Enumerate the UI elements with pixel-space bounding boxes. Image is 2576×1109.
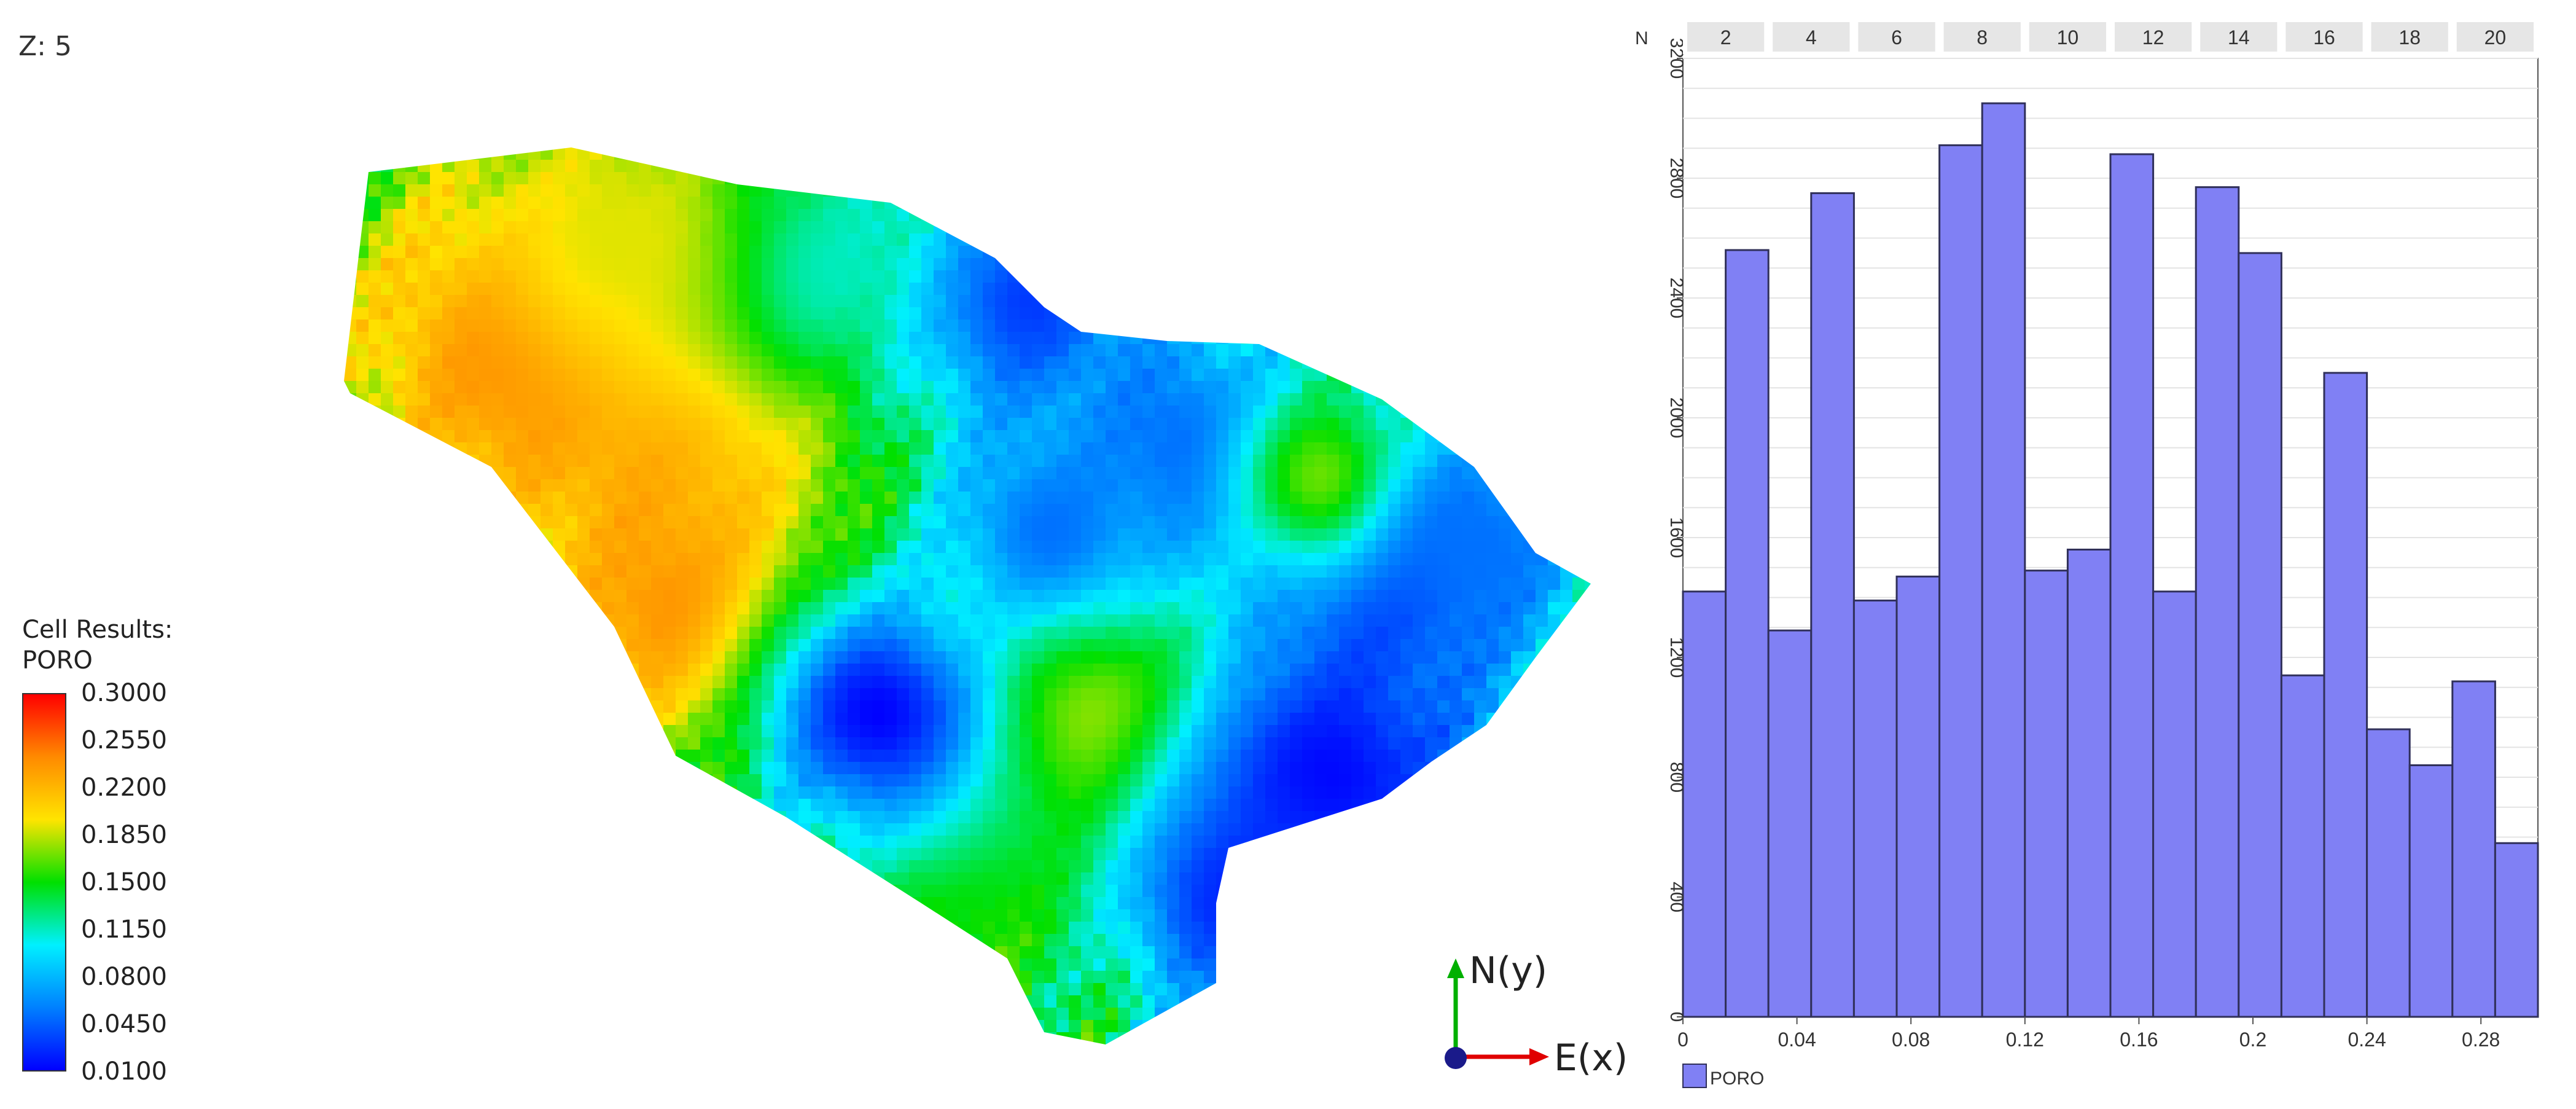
north-arrow-icon [1447,958,1464,978]
histogram-bar [1981,102,2026,1018]
histogram-bar [1725,249,1770,1018]
top-axis-tick-label: 10 [2057,26,2079,49]
top-axis-tick-label: 18 [2398,26,2421,49]
legend-tick-label: 0.0800 [81,963,167,991]
color-legend: Cell Results: PORO 0.3000 0.2550 0.2200 0.1… [22,614,243,1094]
histogram-bar [2280,674,2325,1018]
legend-tick-label: 0.1150 [81,915,167,944]
histogram-bar [1852,599,1898,1018]
histogram-bar [2323,372,2368,1018]
legend-title-line1: Cell Results: [22,616,173,644]
histogram-bar [2195,186,2240,1018]
x-tick-label: 0.16 [2120,1029,2158,1051]
top-axis-tick-label: 4 [1806,26,1817,49]
x-tick-label: 0.28 [2462,1029,2500,1051]
legend-title-line2: PORO [22,646,93,675]
top-axis-tick-label: 14 [2228,26,2250,49]
legend-tick-label: 0.2200 [81,774,167,802]
x-tick-label: 0.08 [1892,1029,1930,1051]
top-axis-tick-bg [1687,22,1765,52]
histogram-bar [2238,252,2282,1018]
histogram-bar [1895,575,1941,1018]
top-axis-tick-bg [1858,22,1935,52]
histogram-bar [2109,153,2155,1018]
histogram-bar [2451,680,2496,1018]
top-axis-tick-bg [2456,22,2534,52]
top-axis-tick-label: 6 [1891,26,1902,49]
legend-tick-label: 0.0100 [81,1057,167,1086]
y-tick-label: 2000 [1666,398,1687,439]
east-arrow-icon [1529,1048,1549,1065]
top-axis-tick-bg [1943,22,2021,52]
x-tick-label: 0.04 [1778,1029,1816,1051]
legend-tick-label: 0.1500 [81,868,167,896]
north-axis-label: N(y) [1469,949,1547,992]
y-tick-label: 2800 [1666,158,1687,199]
top-axis-tick-bg [2114,22,2192,52]
histogram-bar [1810,192,1855,1018]
east-axis-label: E(x) [1554,1037,1628,1080]
legend-tick-label: 0.1850 [81,821,167,849]
y-tick-label: 0 [1666,1012,1687,1022]
top-axis-tick-label: 8 [1977,26,1988,49]
legend-tick-label: 0.2550 [81,726,167,754]
origin-sphere-icon [1445,1047,1467,1069]
porosity-map-view[interactable] [0,0,1658,1109]
histogram-bar [1682,590,1727,1018]
top-axis-tick-bg [2371,22,2448,52]
axis-triad: N(y) E(x) [1445,949,1628,1080]
histogram-bar [1767,629,1813,1018]
top-axis-tick-label: 16 [2313,26,2335,49]
top-axis-tick-label: 12 [2142,26,2164,49]
histogram-bar [1938,144,1983,1018]
legend-tick-label: 0.3000 [81,679,167,707]
histogram-bar [2152,590,2197,1018]
histogram-bar [2366,728,2411,1018]
top-axis-tick-bg [2029,22,2107,52]
y-tick-label: 1200 [1666,637,1687,678]
legend-title: Cell Results: PORO [22,614,243,676]
x-tick-label: 0.2 [2239,1029,2266,1051]
x-tick-label: 0 [1677,1029,1688,1051]
legend-swatch [1682,1064,1707,1088]
porosity-cell-grid [344,147,1591,1044]
legend-tick-label: 0.0450 [81,1010,167,1038]
x-tick-label: 0.12 [2006,1029,2044,1051]
histogram-bar [2066,549,2112,1018]
y-tick-label: 400 [1666,882,1687,912]
histogram-bar [2024,570,2069,1018]
top-axis-tick-bg [2200,22,2277,52]
y-tick-label: 800 [1666,762,1687,793]
y-tick-label: 2400 [1666,278,1687,319]
histogram-bar [2494,842,2539,1018]
z-slice-label: Z: 5 [18,31,72,62]
histogram-bar [2408,764,2454,1018]
y-axis-label: N [1635,28,1649,49]
top-axis-tick-label: 2 [1720,26,1731,49]
top-axis-tick-label: 20 [2484,26,2507,49]
legend-label: PORO [1710,1068,1764,1089]
y-tick-label: 1600 [1666,517,1687,558]
top-axis-tick-bg [1773,22,1850,52]
x-tick-label: 0.24 [2348,1029,2386,1051]
top-axis-tick-bg [2285,22,2363,52]
legend-color-bar [22,693,66,1072]
